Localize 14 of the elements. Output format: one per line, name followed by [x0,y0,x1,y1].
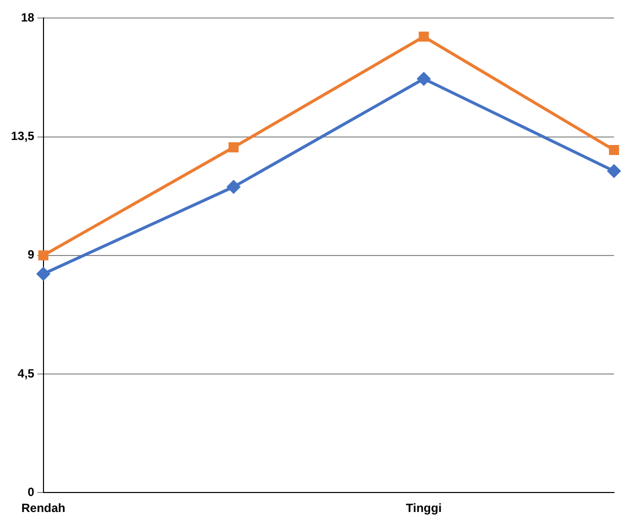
y-tick-label: 9 [28,248,35,262]
y-tick-label: 4,5 [18,366,35,380]
point [228,142,239,152]
point [227,180,240,194]
x-tick-label: Rendah [21,501,66,516]
x-tick-label: Tinggi [406,501,442,516]
point [36,267,50,280]
point [608,144,620,156]
y-tick-label: 18 [20,10,35,25]
point [418,32,429,42]
point [417,72,430,86]
y-tick-label: 13,5 [10,129,35,144]
point [608,164,620,178]
y-tick-label: 0 [28,484,35,499]
